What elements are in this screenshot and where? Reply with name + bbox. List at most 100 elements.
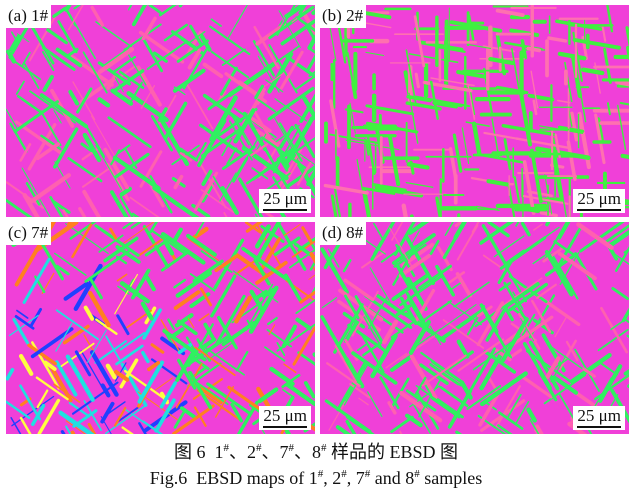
grain-lath [40, 110, 62, 147]
grain-lath [429, 80, 439, 120]
grain-lath [503, 138, 512, 171]
grain-lath [138, 422, 147, 434]
grain-lath [232, 270, 279, 303]
grain-lath [30, 25, 53, 63]
grain-lath [235, 350, 249, 372]
grain-lath [408, 92, 419, 144]
grain-lath [343, 278, 375, 302]
grain-lath [142, 420, 164, 434]
grain-lath [307, 34, 315, 51]
grain-lath [415, 384, 458, 415]
grain-lath [405, 101, 442, 111]
grain-lath [276, 323, 315, 352]
grain-lath [83, 305, 95, 321]
grain-lath [145, 275, 156, 292]
grain-lath [369, 267, 391, 303]
grain-lath [112, 155, 161, 191]
grain-lath [393, 243, 427, 268]
grain-lath [399, 430, 403, 434]
grain-lath [295, 298, 315, 315]
grain-lath [140, 85, 156, 109]
grain-lath [87, 290, 111, 328]
grain-lath [65, 420, 87, 434]
grain-lath [25, 182, 41, 206]
grain-lath [226, 147, 238, 166]
grain-lath [221, 138, 233, 157]
grain-lath [193, 406, 207, 427]
grain-lath [109, 227, 118, 240]
grain-lath [81, 146, 101, 161]
grain-lath [306, 27, 315, 44]
grain-lath [119, 358, 139, 389]
grain-lath [453, 281, 490, 308]
grain-lath [193, 171, 219, 212]
grain-lath [55, 309, 100, 341]
grain-lath [119, 332, 146, 351]
grain-lath [89, 350, 119, 397]
grain-lath [284, 5, 305, 18]
grain-lath [405, 389, 437, 412]
grain-lath [281, 388, 295, 398]
grain-lath [298, 152, 315, 166]
grain-lath [253, 25, 280, 70]
grain-lath [488, 56, 515, 66]
grain-lath [379, 376, 400, 410]
grain-lath [371, 183, 407, 192]
grain-lath [72, 409, 98, 428]
grain-lath [15, 80, 25, 95]
grain-lath [11, 395, 55, 427]
grain-lath [192, 378, 223, 400]
grain-lath [527, 93, 555, 102]
grain-lath [312, 266, 315, 272]
grain-lath [354, 295, 384, 343]
grain-lath [367, 391, 383, 417]
grain-lath [279, 125, 294, 149]
caption-english: Fig.6 EBSD maps of 1#, 2#, 7# and 8# sam… [149, 468, 483, 488]
grain-lath [55, 360, 78, 397]
grain-lath [200, 189, 235, 214]
grain-lath [530, 148, 543, 204]
grain-lath [362, 188, 372, 217]
grain-lath [512, 291, 524, 310]
grain-lath [245, 222, 264, 233]
grain-lath [326, 362, 361, 388]
grain-lath [597, 328, 629, 352]
grain-lath [83, 400, 103, 432]
grain-lath [436, 303, 477, 333]
grain-lath [250, 143, 268, 157]
grain-lath [456, 224, 479, 261]
grain-lath [198, 313, 210, 322]
grain-lath [210, 18, 222, 27]
grain-lath [295, 74, 315, 91]
grain-lath [601, 24, 607, 42]
grain-lath [100, 401, 115, 424]
grain-lath [264, 148, 291, 193]
grain-lath [171, 144, 200, 166]
grain-lath [508, 275, 548, 304]
grain-lath [501, 317, 529, 363]
grain-lath [163, 239, 175, 256]
grain-lath [343, 321, 359, 344]
grain-lath [497, 259, 514, 284]
grain-lath [43, 360, 57, 371]
grain-lath [82, 132, 102, 163]
grain-lath [556, 226, 582, 269]
grain-lath [535, 146, 591, 160]
grain-lath [407, 222, 430, 235]
grain-lath [201, 169, 213, 187]
grain-lath [90, 5, 105, 27]
grain-lath [607, 229, 629, 248]
grain-lath [429, 325, 442, 345]
grain-lath [283, 224, 301, 237]
grain-lath [284, 273, 303, 304]
grain-lath [54, 161, 71, 189]
grain-lath [86, 127, 106, 158]
grain-lath [606, 5, 614, 33]
grain-lath [53, 383, 81, 404]
grain-lath [423, 382, 433, 397]
grain-lath [418, 379, 442, 418]
grain-lath [391, 222, 404, 241]
grain-lath [435, 264, 455, 297]
grain-lath [534, 429, 539, 434]
scale-bar-text: 25 μm [263, 406, 307, 428]
